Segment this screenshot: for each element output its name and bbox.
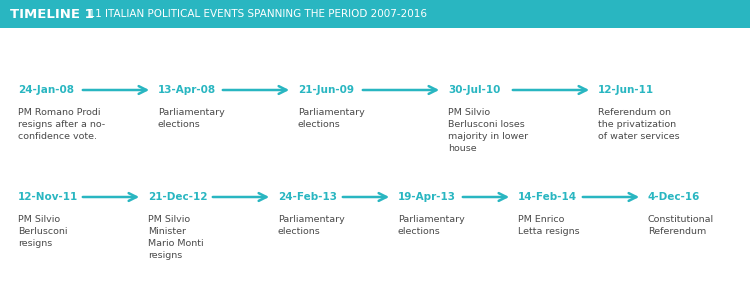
Text: PM Silvio
Berlusconi
resigns: PM Silvio Berlusconi resigns: [18, 215, 68, 248]
Text: 19-Apr-13: 19-Apr-13: [398, 192, 456, 202]
Text: Parliamentary
elections: Parliamentary elections: [158, 108, 225, 129]
Text: 11 ITALIAN POLITICAL EVENTS SPANNING THE PERIOD 2007-2016: 11 ITALIAN POLITICAL EVENTS SPANNING THE…: [82, 9, 427, 19]
Bar: [0, 0, 750, 28]
Text: 14-Feb-14: 14-Feb-14: [518, 192, 578, 202]
Text: 4-Dec-16: 4-Dec-16: [648, 192, 700, 202]
Text: PM Silvio
Berlusconi loses
majority in lower
house: PM Silvio Berlusconi loses majority in l…: [448, 108, 528, 153]
Text: Constitutional
Referendum: Constitutional Referendum: [648, 215, 714, 236]
Text: TIMELINE 1: TIMELINE 1: [10, 8, 94, 21]
Text: PM Enrico
Letta resigns: PM Enrico Letta resigns: [518, 215, 580, 236]
Text: 24-Feb-13: 24-Feb-13: [278, 192, 337, 202]
Text: 24-Jan-08: 24-Jan-08: [18, 85, 74, 95]
Text: Parliamentary
elections: Parliamentary elections: [278, 215, 345, 236]
Text: 12-Nov-11: 12-Nov-11: [18, 192, 78, 202]
Text: 30-Jul-10: 30-Jul-10: [448, 85, 500, 95]
Text: 12-Jun-11: 12-Jun-11: [598, 85, 654, 95]
Text: Parliamentary
elections: Parliamentary elections: [398, 215, 465, 236]
Text: Parliamentary
elections: Parliamentary elections: [298, 108, 364, 129]
Text: PM Romano Prodi
resigns after a no-
confidence vote.: PM Romano Prodi resigns after a no- conf…: [18, 108, 105, 141]
Text: Referendum on
the privatization
of water services: Referendum on the privatization of water…: [598, 108, 680, 141]
Text: 21-Dec-12: 21-Dec-12: [148, 192, 208, 202]
Text: 13-Apr-08: 13-Apr-08: [158, 85, 216, 95]
Text: PM Silvio
Minister
Mario Monti
resigns: PM Silvio Minister Mario Monti resigns: [148, 215, 203, 260]
Text: 21-Jun-09: 21-Jun-09: [298, 85, 354, 95]
